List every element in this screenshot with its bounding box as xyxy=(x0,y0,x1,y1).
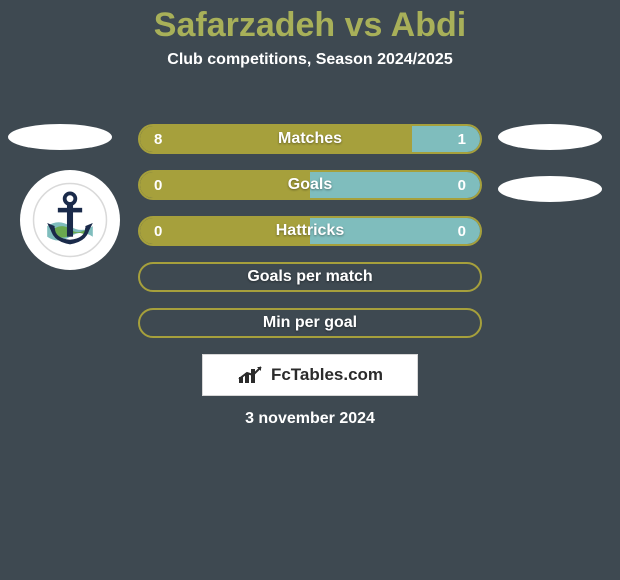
player-left-avatar xyxy=(8,124,112,150)
club-badge xyxy=(20,170,120,270)
stat-bar-left-value: 8 xyxy=(154,126,162,152)
stat-bar: Goals0 0 xyxy=(138,170,482,200)
brand-text: FcTables.com xyxy=(271,365,383,385)
brand-chart-icon xyxy=(237,365,265,385)
anchor-icon xyxy=(32,182,108,258)
player-right-avatar xyxy=(498,124,602,150)
brand-box: FcTables.com xyxy=(202,354,418,396)
stat-bar-label: Goals per match xyxy=(140,264,480,290)
page-title: Safarzadeh vs Abdi xyxy=(0,0,620,45)
page-subtitle: Club competitions, Season 2024/2025 xyxy=(0,51,620,69)
stat-bar-label: Hattricks xyxy=(140,218,480,244)
stat-bar-right-value: 0 xyxy=(458,218,466,244)
player-right-avatar-2 xyxy=(498,176,602,202)
stat-bar-label: Goals xyxy=(140,172,480,198)
stat-bar: Matches8 1 xyxy=(138,124,482,154)
stat-bar-left-value: 0 xyxy=(154,172,162,198)
footer-date: 3 november 2024 xyxy=(0,410,620,428)
stat-bar: Hattricks0 0 xyxy=(138,216,482,246)
stat-bar-label: Min per goal xyxy=(140,310,480,336)
stat-bar: Goals per match xyxy=(138,262,482,292)
stat-bar-left-value: 0 xyxy=(154,218,162,244)
stat-bar-label: Matches xyxy=(140,126,480,152)
stat-bar-right-value: 1 xyxy=(458,126,466,152)
stats-bars: Matches81Goals00Hattricks00Goals per mat… xyxy=(138,124,482,338)
stat-bar: Min per goal xyxy=(138,308,482,338)
stat-bar-right-value: 0 xyxy=(458,172,466,198)
